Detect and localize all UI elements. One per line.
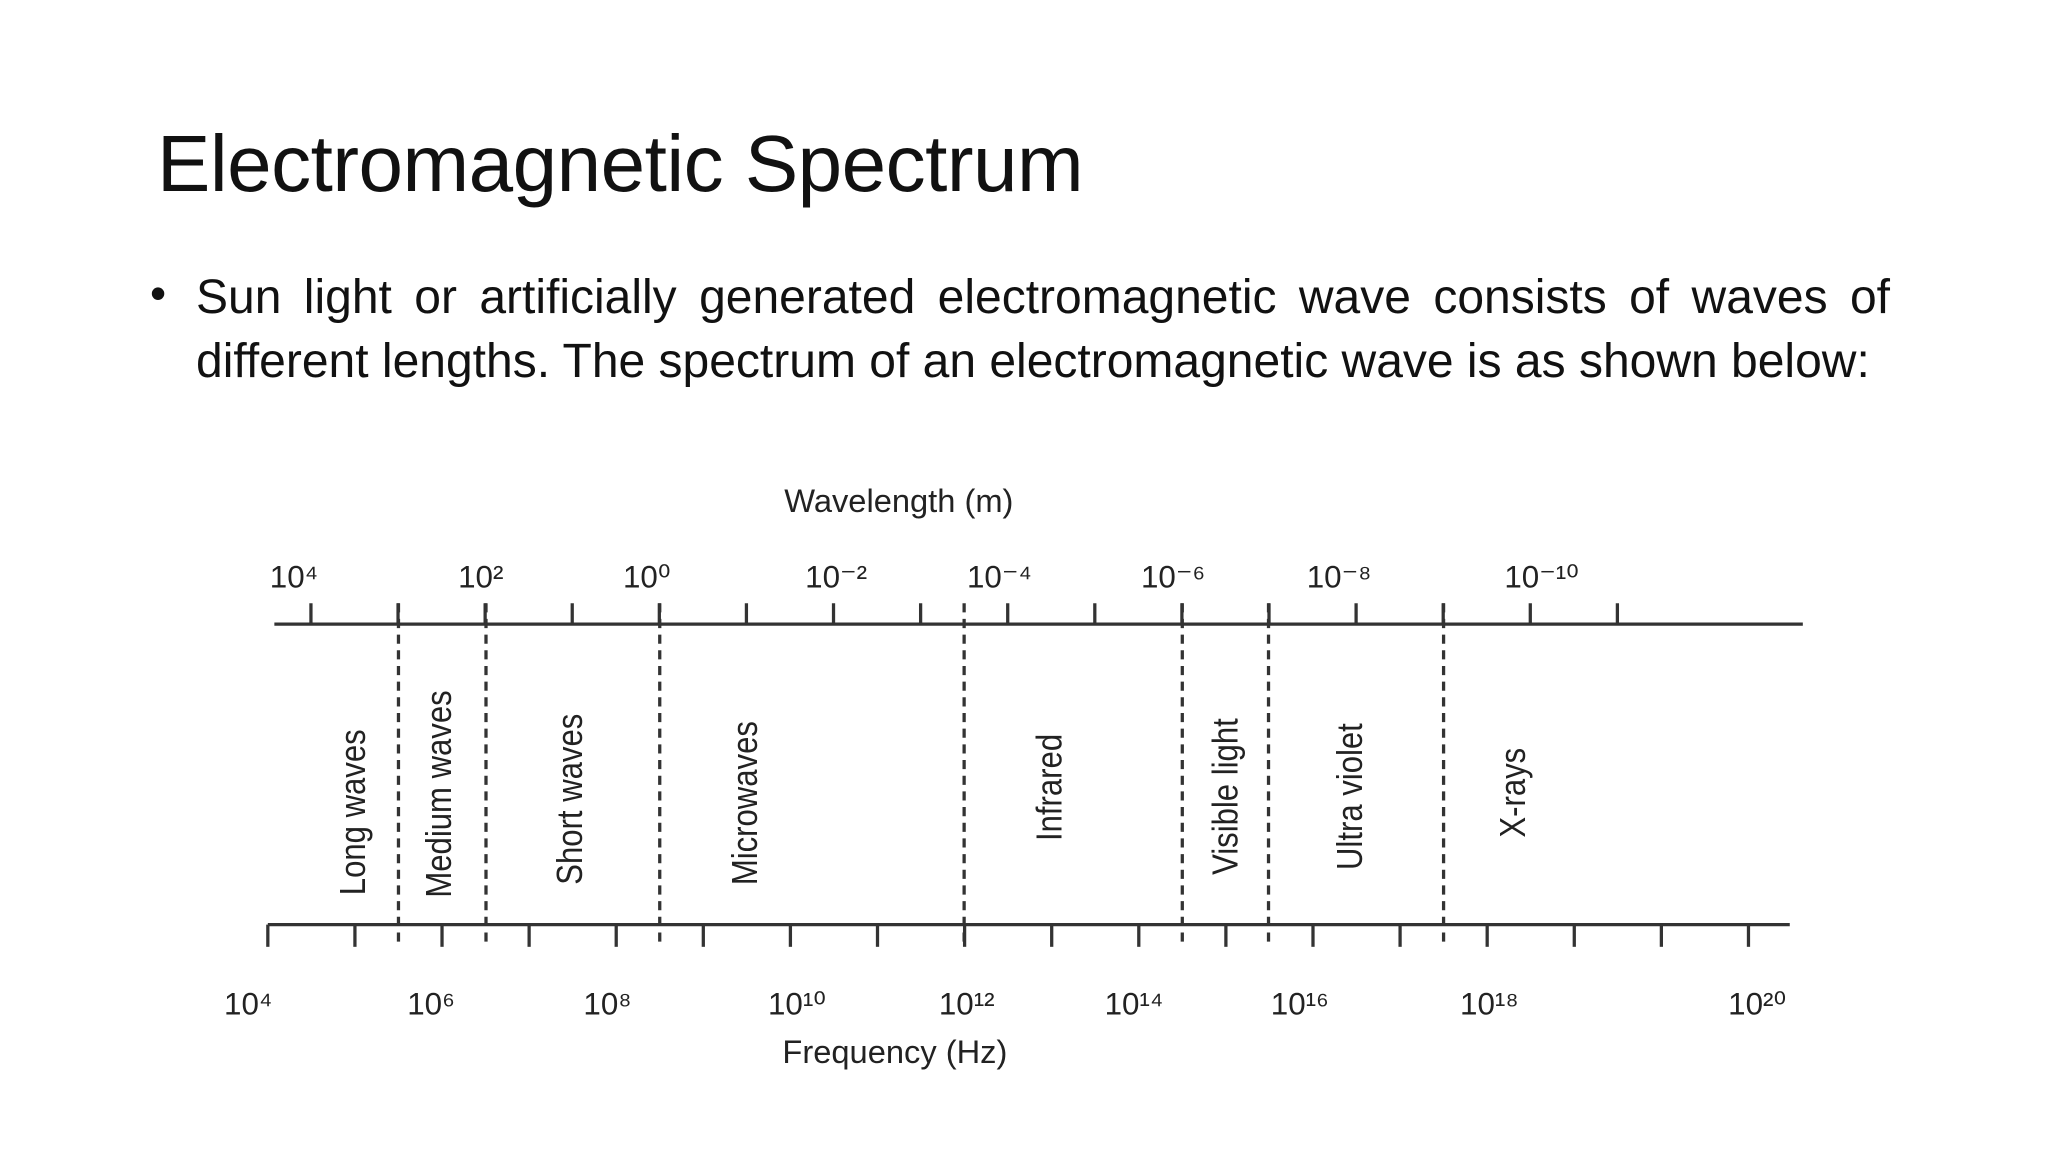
slide-title: Electromagnetic Spectrum — [157, 119, 1084, 208]
frequency-tick-label: 10²⁰ — [1728, 987, 1786, 1022]
spectrum-diagram: Wavelength (m) Frequency (Hz) 10⁴ 10² 10⁰ 10⁻… — [224, 482, 1803, 1070]
band-label: Medium waves — [419, 690, 460, 897]
band-label: X-rays — [1493, 748, 1534, 838]
bullet-item: • Sun light or artificially generated el… — [150, 266, 1890, 394]
band-label: Infrared — [1029, 734, 1070, 841]
frequency-tick-label: 10⁶ — [407, 987, 455, 1022]
frequency-tick-label: 10¹⁴ — [1105, 987, 1164, 1022]
band-label: Visible light — [1205, 718, 1246, 875]
wavelength-tick-label: 10⁻¹⁰ — [1504, 560, 1578, 595]
wavelength-tick-label: 10⁰ — [623, 560, 670, 595]
wavelength-label: Wavelength (m) — [784, 482, 1013, 519]
frequency-tick-label: 10¹² — [939, 987, 995, 1022]
frequency-tick-label: 10⁴ — [224, 987, 272, 1022]
frequency-tick-label: 10¹⁶ — [1271, 987, 1329, 1022]
bullet-text: Sun light or artificially generated elec… — [196, 271, 1890, 388]
band-label: Short waves — [550, 714, 591, 885]
band-label: Ultra violet — [1329, 723, 1370, 870]
wavelength-tick-label: 10² — [458, 560, 503, 595]
wavelength-tick-label: 10⁻⁸ — [1307, 560, 1372, 595]
frequency-label: Frequency (Hz) — [782, 1033, 1007, 1070]
wavelength-tick-label: 10⁻⁴ — [967, 560, 1032, 595]
wavelength-tick-label: 10⁻⁶ — [1141, 560, 1205, 595]
frequency-tick-label: 10¹⁰ — [768, 987, 826, 1022]
bullet-dot: • — [150, 267, 167, 319]
band-label: Microwaves — [725, 721, 766, 885]
wavelength-tick-label: 10⁻² — [805, 560, 867, 595]
wavelength-tick-label: 10⁴ — [270, 560, 318, 595]
band-label: Long waves — [333, 729, 374, 895]
frequency-tick-label: 10⁸ — [583, 987, 631, 1022]
frequency-tick-label: 10¹⁸ — [1460, 987, 1519, 1022]
